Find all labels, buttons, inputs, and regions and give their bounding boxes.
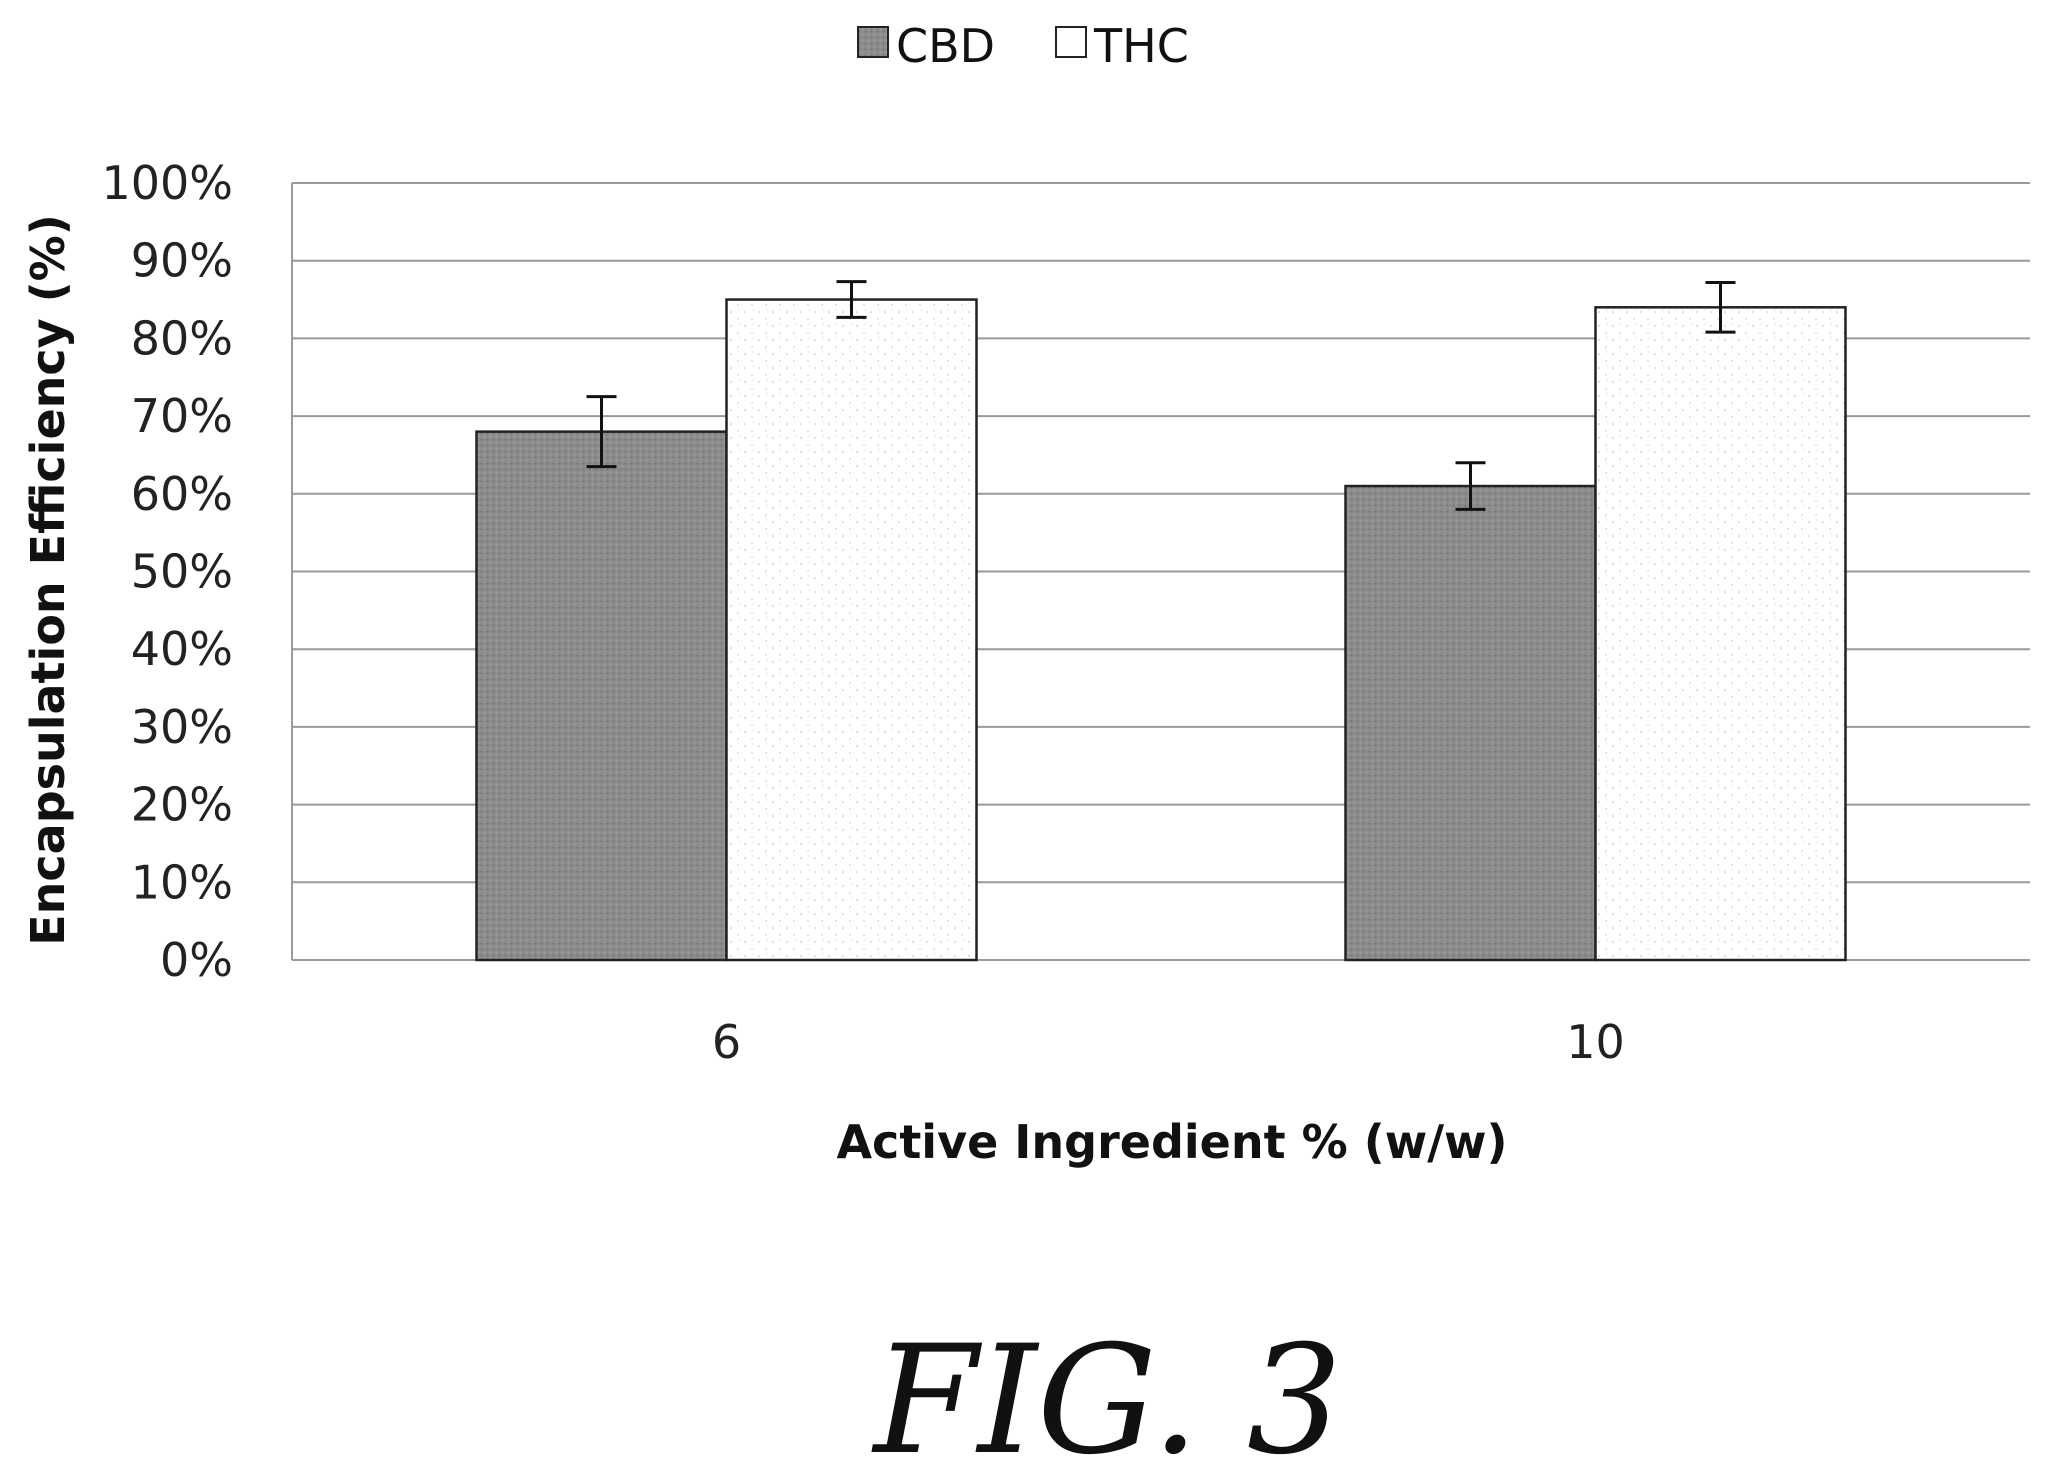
x-tick-label: 6 xyxy=(712,1015,741,1069)
x-tick-label: 10 xyxy=(1566,1015,1625,1069)
y-tick-label: 90% xyxy=(131,234,233,288)
y-tick-label: 40% xyxy=(131,622,233,676)
y-tick-label: 100% xyxy=(101,156,233,210)
legend-label-thc: THC xyxy=(1093,19,1189,73)
y-axis-ticks: 0% 10% 20% 30% 40% 50% 60% 70% 80% 90% 100% xyxy=(101,156,233,987)
legend: CBD THC xyxy=(857,19,1189,73)
y-tick-label: 80% xyxy=(131,311,233,365)
y-tick-label: 20% xyxy=(131,778,233,832)
y-tick-label: 60% xyxy=(131,467,233,521)
bar-cbd-10 xyxy=(1344,484,1597,962)
legend-swatch-thc xyxy=(1055,26,1087,58)
error-bar xyxy=(836,280,867,319)
x-axis-title: Active Ingredient % (w/w) xyxy=(836,1115,1507,1169)
error-bar xyxy=(586,395,617,469)
x-axis-ticks: 6 10 xyxy=(712,1015,1625,1069)
y-axis-title: Encapsulation Efficiency (%) xyxy=(21,214,75,946)
bars xyxy=(475,280,1847,962)
bar-thc-10 xyxy=(1594,306,1847,962)
legend-swatch-cbd xyxy=(857,26,889,58)
error-bar xyxy=(1455,461,1486,511)
bar-thc-6 xyxy=(725,298,978,962)
y-tick-label: 0% xyxy=(160,933,233,987)
y-tick-label: 50% xyxy=(131,545,233,599)
y-tick-label: 70% xyxy=(131,389,233,443)
legend-label-cbd: CBD xyxy=(896,19,995,73)
y-tick-label: 30% xyxy=(131,700,233,754)
bar-cbd-6 xyxy=(475,430,728,962)
figure-label: FIG. 3 xyxy=(871,1314,1343,1470)
error-bar xyxy=(1705,280,1736,334)
y-tick-label: 10% xyxy=(131,855,233,909)
